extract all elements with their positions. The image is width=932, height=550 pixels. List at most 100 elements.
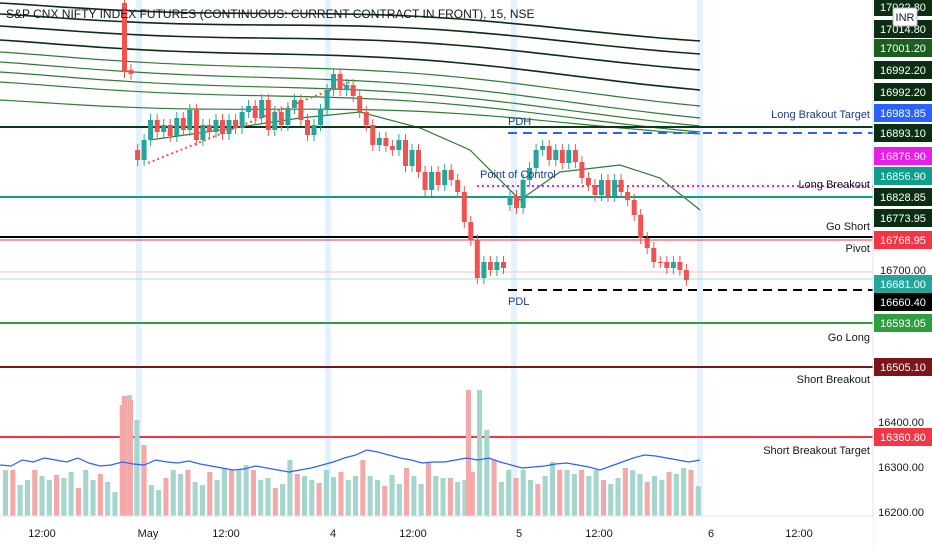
- volume-bar: [520, 470, 526, 516]
- candle-body: [559, 150, 565, 163]
- price-tag: [874, 83, 932, 101]
- candle-body: [122, 3, 127, 72]
- candle-body: [220, 120, 225, 134]
- moving-average-line: [0, 61, 701, 119]
- price-tag-label: 16681.00: [880, 279, 926, 291]
- volume-bar: [128, 400, 133, 516]
- candle-body: [527, 168, 533, 180]
- candles: [122, 0, 689, 286]
- volume-bar: [557, 470, 563, 516]
- volume-bar: [10, 470, 16, 516]
- price-tag-label: 16828.85: [880, 192, 926, 204]
- candle-body: [599, 180, 604, 195]
- trendline[interactable]: [147, 81, 351, 164]
- label-short-breakout-target: Short Breakout Target: [763, 445, 870, 457]
- volume-bar: [39, 476, 45, 516]
- price-tag: [874, 358, 932, 376]
- label-short-breakout: Short Breakout: [797, 374, 870, 386]
- candle-body: [272, 112, 278, 130]
- annotation-point-of-control: Point of Control: [480, 169, 556, 181]
- price-tag: [874, 104, 932, 122]
- time-axis-label: 12:00: [28, 528, 56, 540]
- candle-body: [200, 125, 206, 140]
- time-axis-label: 12:00: [399, 528, 427, 540]
- candle-body: [605, 180, 611, 196]
- price-tag-label: 16360.80: [880, 432, 926, 444]
- volume-ma-line: [0, 449, 701, 473]
- candle-body: [474, 240, 480, 278]
- volume-bar: [586, 476, 592, 516]
- volume-bar: [608, 484, 614, 516]
- candle-body: [540, 146, 546, 150]
- price-tag-label: 17001.20: [880, 43, 926, 55]
- candle-body: [448, 170, 454, 180]
- volume-bar: [294, 474, 300, 516]
- volume-bar: [630, 470, 636, 516]
- candle-body: [265, 100, 271, 130]
- annotation-pdl: PDL: [508, 296, 529, 308]
- volume-bar: [564, 470, 570, 516]
- volume-bar: [491, 460, 497, 516]
- volume-bar: [97, 474, 103, 516]
- price-tag-label: 16893.10: [880, 128, 926, 140]
- volume-bar: [207, 472, 213, 516]
- price-tag: [874, 20, 932, 38]
- volume-bar: [83, 470, 89, 516]
- volume-bar: [688, 470, 694, 516]
- price-tag-label: 17014.80: [880, 24, 926, 36]
- candle-body: [239, 112, 245, 128]
- candle-body: [233, 120, 239, 128]
- volume-bar: [615, 478, 621, 516]
- volume-bar: [338, 472, 344, 516]
- price-tag: [874, 39, 932, 57]
- candle-body: [389, 146, 395, 150]
- volume-bar: [75, 488, 81, 516]
- candle-body: [135, 150, 141, 160]
- currency-label: INR: [896, 12, 915, 24]
- candle-body: [246, 106, 252, 112]
- price-tag-label: 16768.95: [880, 235, 926, 247]
- price-tag-label: 16992.20: [880, 65, 926, 77]
- candle-body: [546, 146, 552, 160]
- volume-bar: [250, 470, 256, 516]
- volume-bar: [360, 460, 366, 516]
- volume-bar: [447, 478, 453, 516]
- volume-bar: [302, 476, 308, 516]
- currency-badge[interactable]: [892, 7, 918, 27]
- candle-body: [383, 138, 389, 146]
- price-axis-label: 16400.00: [878, 417, 924, 429]
- volume-bar: [477, 390, 483, 516]
- price-tag: [874, 261, 932, 279]
- volume-bar: [462, 480, 468, 516]
- chart-title: S&P CNX NIFTY INDEX FUTURES (CONTINUOUS:…: [6, 7, 535, 21]
- volume-bar: [418, 484, 424, 516]
- volume-bar: [61, 478, 67, 516]
- candle-body: [305, 120, 310, 135]
- price-tag: [874, 231, 932, 249]
- volume-bar: [593, 470, 599, 516]
- time-axis[interactable]: [0, 516, 873, 550]
- moving-average-line: [0, 71, 701, 127]
- candle-body: [572, 150, 578, 162]
- candle-body: [657, 262, 663, 263]
- volume-bar: [178, 474, 184, 516]
- volume-bar: [411, 476, 417, 516]
- session-band: [325, 0, 331, 516]
- volume-bar: [141, 445, 147, 516]
- candle-body: [291, 100, 297, 108]
- candle-body: [501, 262, 506, 268]
- volume-bar: [90, 480, 96, 516]
- volume-bar: [122, 396, 127, 516]
- volume-bar: [652, 476, 658, 516]
- candle-body: [494, 262, 500, 270]
- candle-body: [403, 140, 408, 166]
- candle-body: [422, 172, 428, 190]
- volume-bar: [528, 480, 534, 516]
- volume-bar: [185, 470, 191, 516]
- candle-body: [252, 106, 258, 118]
- candle-body: [161, 125, 167, 132]
- price-tag-label: 16992.20: [880, 87, 926, 99]
- candle-body: [553, 150, 559, 160]
- volume-bar: [644, 482, 650, 516]
